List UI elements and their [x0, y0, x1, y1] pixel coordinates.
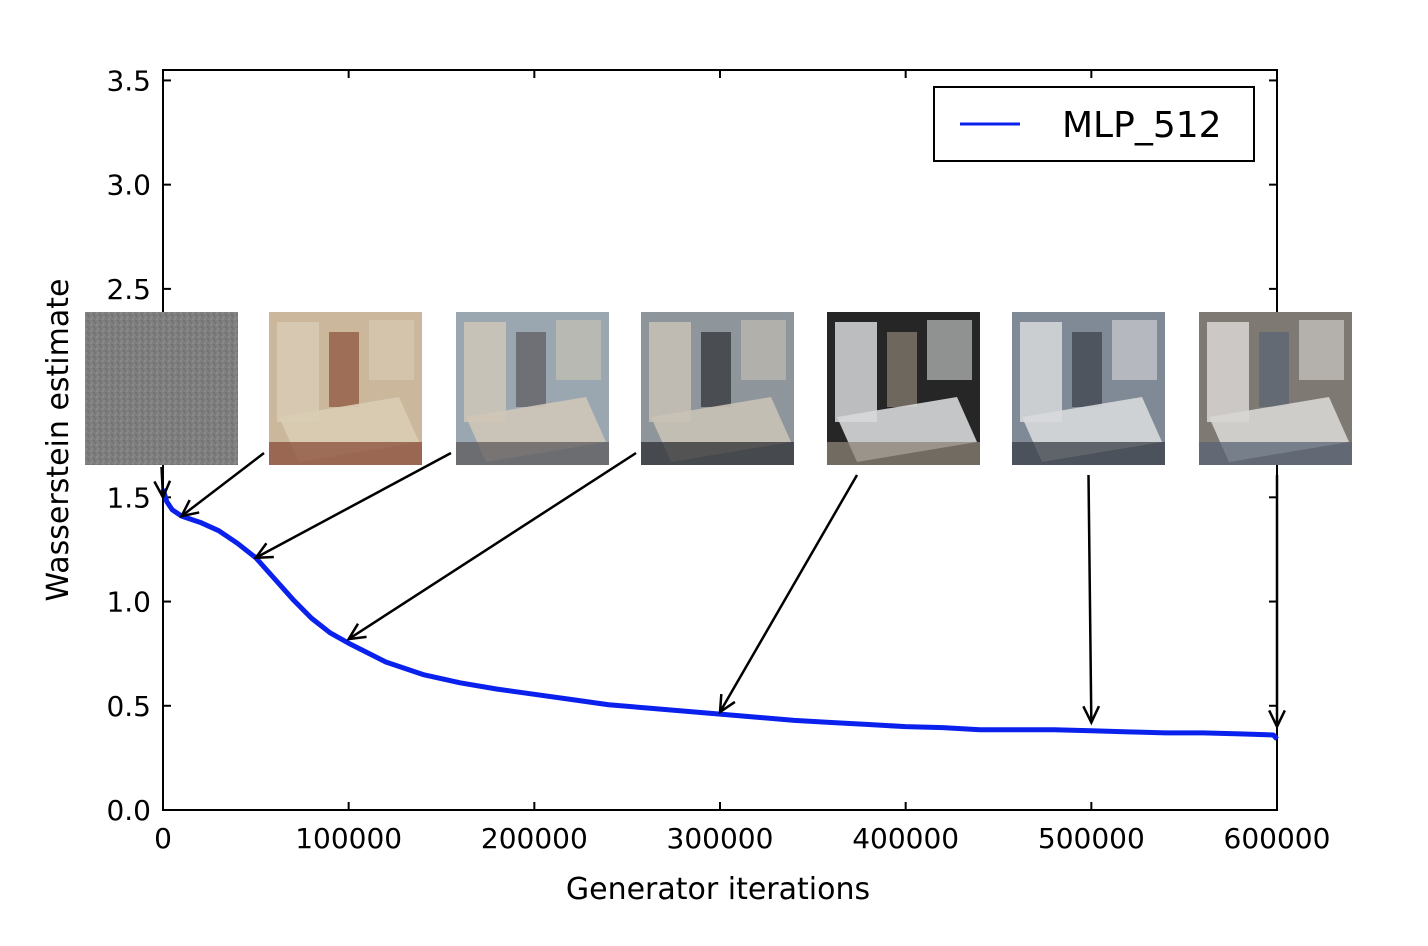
sample-door: [887, 332, 917, 407]
x-tick-label: 600000: [1224, 822, 1331, 855]
sample-door: [329, 332, 359, 407]
sample-door: [1072, 332, 1102, 407]
series-line-mlp-512: [160, 488, 1279, 741]
sample-floor: [827, 442, 980, 465]
annotation-arrow-head: [253, 542, 274, 560]
annotation-arrow-head: [1082, 705, 1101, 726]
x-tick-label: 100000: [295, 822, 402, 855]
x-tick-label: 500000: [1038, 822, 1145, 855]
y-tick-label: 3.0: [106, 169, 151, 202]
annotation-arrow-head: [153, 480, 172, 501]
sample-wall: [464, 322, 506, 422]
sample-wall: [649, 322, 691, 422]
sample-floor: [269, 442, 422, 465]
y-tick-label: 0.0: [106, 794, 151, 827]
sample-door: [1259, 332, 1289, 407]
sample-iter-6: [1199, 312, 1352, 465]
x-tick-label: 200000: [481, 822, 588, 855]
annotation-arrow-shaft: [255, 451, 452, 559]
annotation-arrow-head: [1268, 709, 1286, 730]
y-tick-label: 3.5: [106, 64, 151, 97]
sample-wall: [835, 322, 877, 422]
sample-iter-0: [85, 312, 238, 465]
annotation-arrow-shaft: [160, 466, 165, 498]
annotations-layer: [153, 451, 1286, 730]
y-tick-label: 0.5: [106, 690, 151, 723]
sample-window: [369, 320, 414, 380]
sample-floor: [1012, 442, 1165, 465]
sample-window: [741, 320, 786, 380]
sample-floor: [1199, 442, 1352, 465]
annotation-arrow-head: [179, 499, 200, 518]
annotation-arrow-shaft: [180, 452, 265, 518]
x-tick-label: 0: [154, 822, 172, 855]
sample-window: [1112, 320, 1157, 380]
sample-iter-1: [269, 312, 422, 465]
sample-wall: [1207, 322, 1249, 422]
sample-window: [556, 320, 601, 380]
noise-sample: [85, 312, 238, 465]
annotation-arrow-head: [346, 623, 367, 641]
y-tick-label: 1.5: [106, 481, 151, 514]
annotation-arrow-shaft: [347, 451, 637, 641]
sample-wall: [277, 322, 319, 422]
x-tick-label: 300000: [667, 822, 774, 855]
sample-iter-2: [456, 312, 609, 465]
legend-label: MLP_512: [1062, 105, 1222, 146]
sample-iter-4: [827, 312, 980, 465]
annotation-arrow-shaft: [718, 474, 859, 713]
y-axis-label: Wasserstein estimate: [41, 279, 76, 602]
x-tick-label: 400000: [852, 822, 959, 855]
y-tick-label: 1.0: [106, 586, 151, 619]
series-layer: [160, 488, 1279, 741]
sample-door: [701, 332, 731, 407]
sample-door: [516, 332, 546, 407]
sample-images: [85, 312, 1352, 465]
axis-ticks: 0 100000 200000 300000 400000 500000 600000 0.0…: [106, 64, 1330, 855]
sample-wall: [1020, 322, 1062, 422]
annotation-arrow-head: [718, 693, 736, 715]
sample-floor: [641, 442, 794, 465]
sample-iter-5: [1012, 312, 1165, 465]
sample-floor: [456, 442, 609, 465]
legend: MLP_512: [933, 86, 1255, 162]
y-tick-label: 2.5: [106, 273, 151, 306]
sample-window: [927, 320, 972, 380]
x-axis-label: Generator iterations: [566, 872, 870, 907]
sample-iter-3: [641, 312, 794, 465]
annotation-arrow-shaft: [1087, 474, 1093, 723]
sample-window: [1299, 320, 1344, 380]
